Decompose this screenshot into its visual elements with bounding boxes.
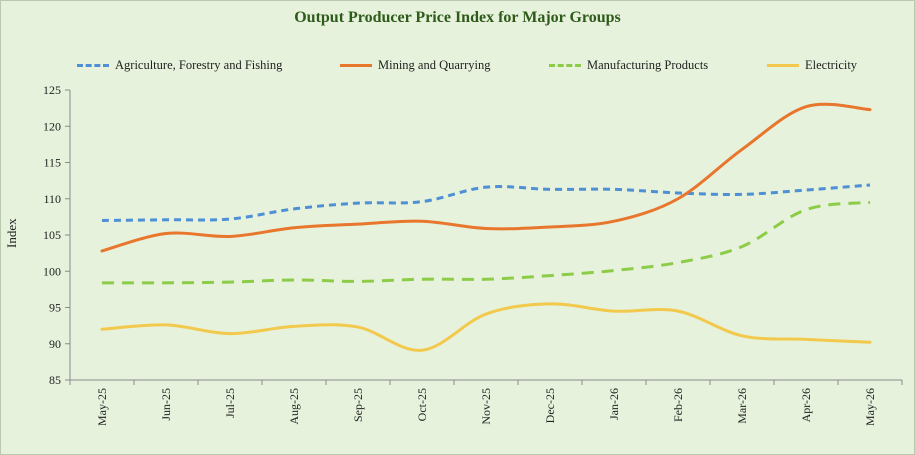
y-tick-label: 115 [43,156,61,170]
y-tick-label: 100 [43,264,61,278]
legend-label: Agriculture, Forestry and Fishing [115,57,283,72]
x-tick-label: Mar-26 [735,388,749,424]
x-tick-label: May-25 [95,388,109,426]
y-tick-label: 120 [43,119,61,133]
x-tick-label: Jan-26 [607,388,621,420]
series-line-agriculture-forestry-and-fishing [101,183,871,222]
x-tick-label: Dec-25 [543,388,557,423]
x-tick-label: Jun-25 [159,388,173,421]
legend-swatch [767,63,799,67]
y-tick-label: 85 [49,373,61,387]
y-tick-label: 95 [49,301,61,315]
chart-title: Output Producer Price Index for Major Gr… [294,9,621,26]
legend-label: Manufacturing Products [587,57,709,72]
series-line-mining-and-quarrying [100,102,872,253]
y-tick-label: 105 [43,228,61,242]
legend-label: Mining and Quarrying [378,57,491,72]
series-line-manufacturing-products [101,200,871,285]
x-tick-label: May-26 [863,388,877,426]
x-tick-label: Aug-25 [287,388,301,425]
legend-item-manufacturing-products: Manufacturing Products [549,55,708,75]
legend-item-agriculture-forestry-and-fishing: Agriculture, Forestry and Fishing [77,55,282,75]
x-tick-label: Jul-25 [223,388,237,418]
x-tick-label: Sep-25 [351,388,365,422]
legend: Agriculture, Forestry and Fishing Mining … [0,0,915,80]
y-tick-label: 125 [43,83,61,97]
x-tick-label: Feb-26 [671,388,685,422]
series-line-electricity [100,302,872,352]
legend-item-mining-and-quarrying: Mining and Quarrying [340,55,490,75]
y-tick-label: 110 [43,192,61,206]
x-tick-label: Apr-26 [799,388,813,422]
x-tick-label: Nov-25 [479,388,493,425]
y-tick-label: 90 [49,337,61,351]
legend-swatch [77,63,109,67]
legend-item-electricity: Electricity [767,55,857,75]
legend-swatch [340,63,372,67]
x-tick-label: Oct-25 [415,388,429,421]
legend-label: Electricity [805,57,858,72]
legend-swatch [549,63,581,67]
